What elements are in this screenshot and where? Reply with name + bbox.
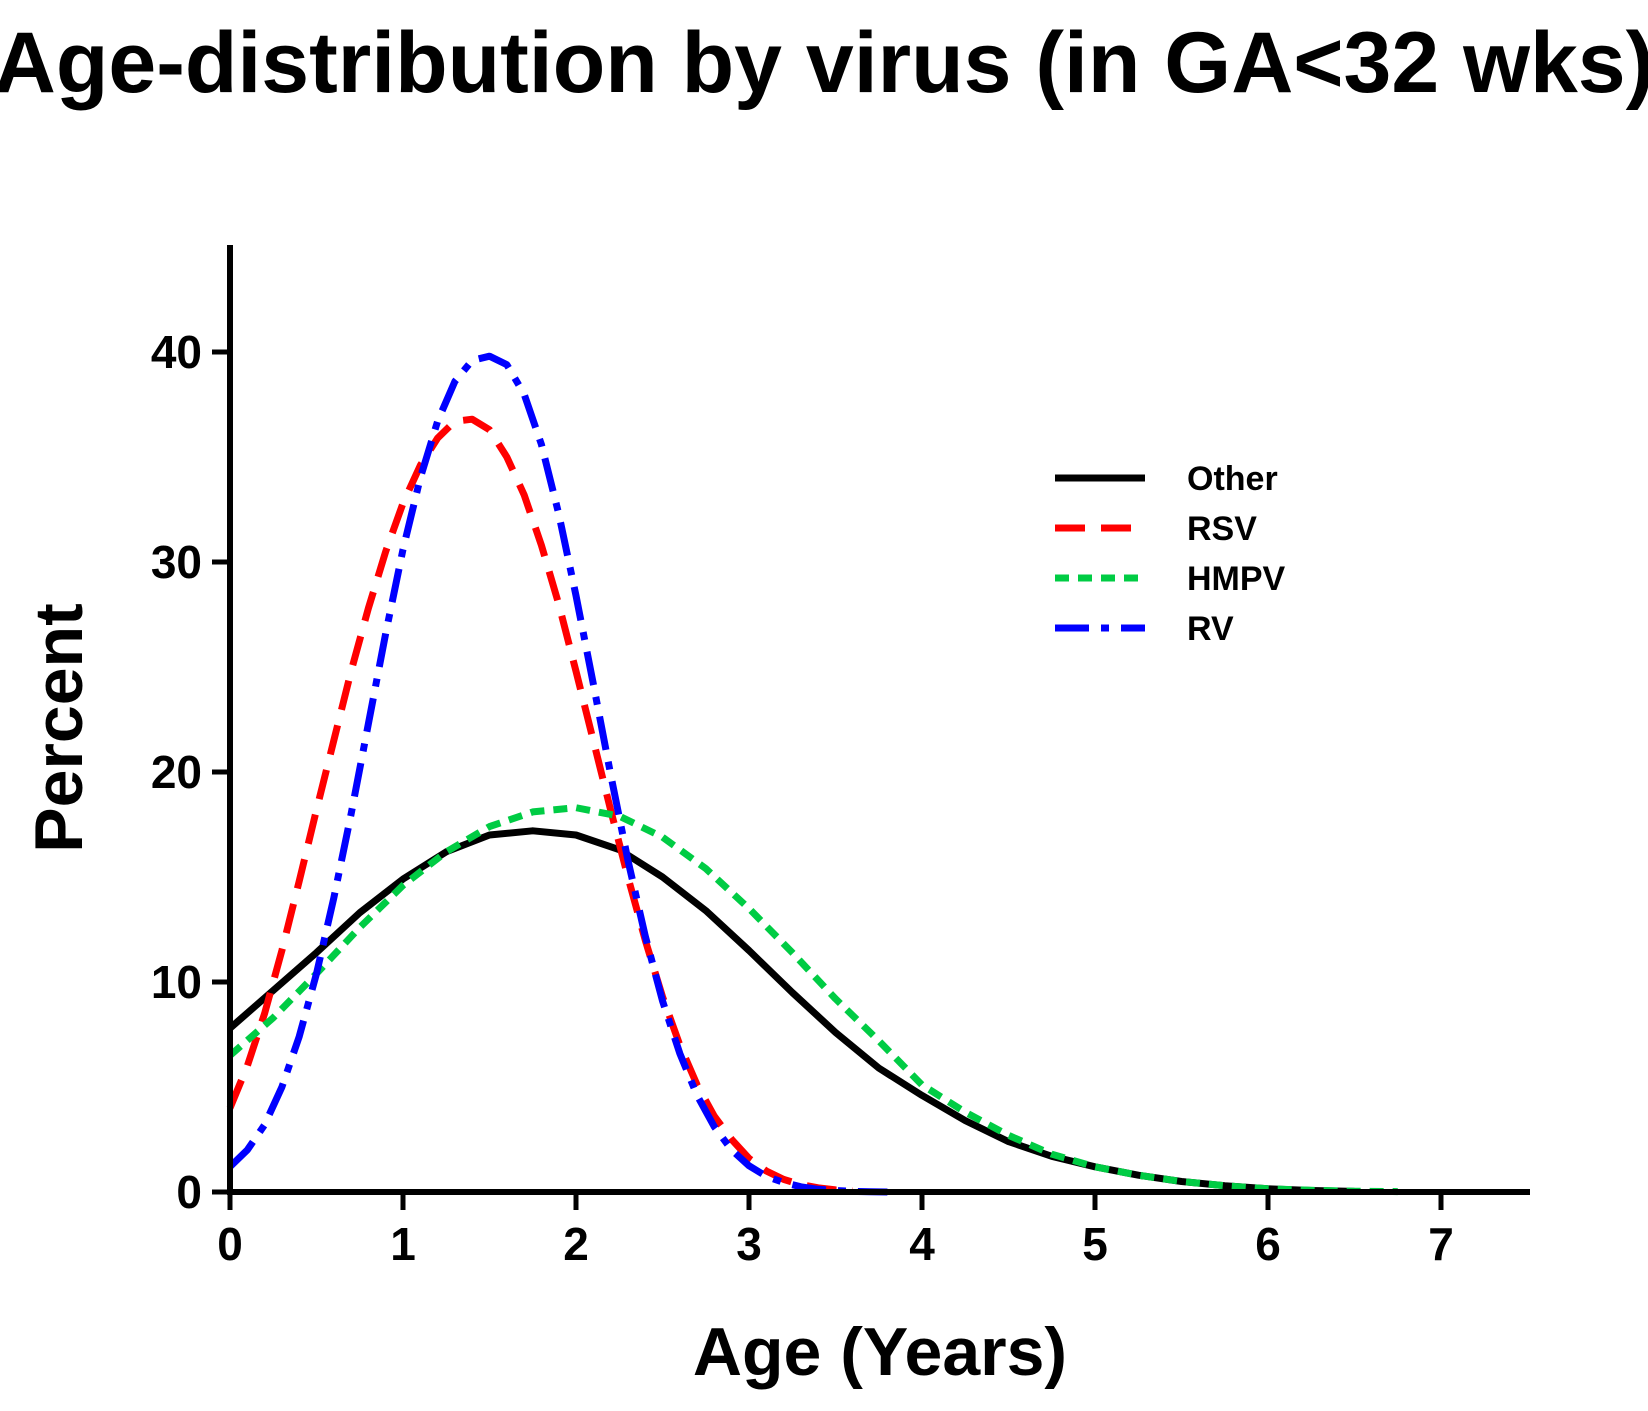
y-tick-label: 0 [176,1166,202,1218]
legend-label-rv: RV [1187,610,1234,648]
series-line-rsv [226,415,854,1195]
y-tick-label: 40 [151,326,202,378]
legend-label-hmpv: HMPV [1187,560,1286,598]
y-axis-label: Percent [21,603,97,852]
series-line-rv [227,352,888,1196]
chart-title: Age-distribution by virus (in GA<32 wks) [0,15,1648,111]
x-tick-label: 3 [736,1218,762,1270]
x-tick-label: 4 [909,1218,935,1270]
series-line-hmpv [227,804,1398,1196]
plot-area: 0 1 2 3 4 5 6 7 0 10 20 30 40 [151,245,1530,1270]
y-tick-label: 20 [151,746,202,798]
x-ticks: 0 1 2 3 4 5 6 7 [217,1192,1454,1270]
y-ticks: 0 10 20 30 40 [151,326,230,1218]
y-tick-label: 10 [151,956,202,1008]
x-tick-label: 1 [390,1218,416,1270]
x-tick-label: 6 [1255,1218,1281,1270]
legend: Other RSV HMPV RV [1055,460,1286,648]
legend-label-other: Other [1187,460,1278,498]
x-tick-label: 0 [217,1218,243,1270]
legend-label-rsv: RSV [1187,510,1257,548]
y-tick-label: 30 [151,536,202,588]
x-axis-label: Age (Years) [693,1314,1067,1390]
x-tick-label: 5 [1082,1218,1108,1270]
series-layer [226,352,1398,1196]
x-tick-label: 7 [1428,1218,1454,1270]
x-tick-label: 2 [563,1218,589,1270]
